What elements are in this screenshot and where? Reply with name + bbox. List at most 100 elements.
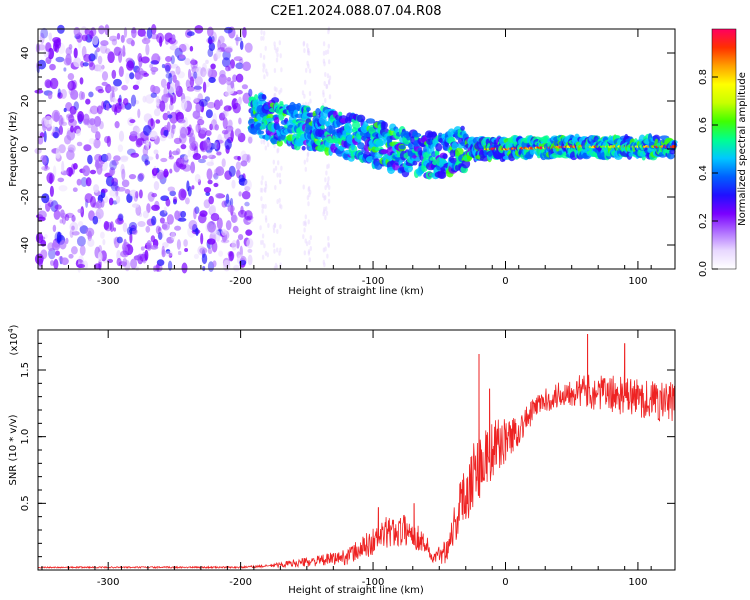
spectrogram-noise-blob [76,178,82,186]
spectrogram-noise-blob [218,35,225,44]
spectrogram-streak-blob [325,210,329,216]
spectrogram-noise-blob [111,177,119,187]
spectrogram-streak-blob [264,250,268,256]
spectrogram-x-tick-label: 0 [502,276,508,287]
spectrogram-ridge-blob [305,107,311,112]
spectrogram-noise-blob [69,221,79,232]
spectrogram-noise-blob [231,239,237,251]
spectrogram-noise-blob [88,109,93,114]
spectrogram-noise-blob [84,193,93,204]
spectrogram-noise-blob [72,163,78,170]
spectrogram-noise-blob [163,168,169,178]
spectrogram-streak-blob [322,247,326,253]
spectrogram-streak-blob [325,206,328,212]
spectrogram-noise-blob [184,57,191,66]
spectrogram-noise-blob [185,79,191,89]
spectrogram-noise-blob [166,236,174,244]
spectrogram-noise-blob [55,250,60,256]
spectrogram-noise-blob [96,105,103,115]
spectrogram-noise-blob [193,71,198,79]
spectrogram-noise-blob [129,130,138,137]
spectrogram-noise-blob [138,172,145,181]
spectrogram-noise-blob [158,232,163,240]
spectrogram-noise-blob [109,35,118,42]
spectrogram-noise-blob [136,127,141,133]
spectrogram-noise-blob [63,67,67,72]
spectrogram-ridge-blob [279,101,284,106]
spectrogram-noise-blob [140,56,150,64]
spectrogram-noise-blob [181,98,188,111]
spectrogram-noise-blob [155,95,160,107]
spectrogram-noise-blob [193,85,202,90]
spectrogram-noise-blob [221,129,229,135]
spectrogram-x-ticks: -300 -200 -100 0 100 [41,29,652,287]
spectrogram-noise-blob [174,109,181,117]
spectrogram-noise-blob [201,253,208,265]
spectrogram-noise-blob [237,209,247,218]
spectrogram-streak-blob [260,139,263,145]
spectrogram-noise-blob [221,200,228,208]
spectrogram-noise-blob [188,219,198,231]
spectrogram-noise-blob [200,233,204,245]
spectrogram-noise-blob [244,186,251,192]
snr-marks [37,333,676,570]
spectrogram-streak-blob [328,80,331,86]
spectrogram-noise-blob [225,111,229,117]
spectrogram-noise-blob [118,66,124,78]
spectrogram-noise-blob [43,166,48,172]
spectrogram-streak-blob [306,43,309,49]
spectrogram-noise-blob [120,34,125,43]
spectrogram-noise-blob [233,264,240,272]
spectrogram-noise-blob [64,213,70,222]
spectrogram-noise-blob [177,71,185,79]
spectrogram-noise-blob [116,249,121,261]
spectrogram-streak-blob [267,223,270,228]
spectrogram-streak-blob [326,49,330,55]
spectrogram-noise-blob [178,188,187,201]
spectrogram-noise-blob [169,95,174,106]
spectrogram-noise-blob [214,124,219,131]
spectrogram-noise-blob [128,173,137,180]
spectrogram-noise-blob [113,155,121,162]
spectrogram-ridge-blob [328,124,333,135]
spectrogram-noise-blob [193,207,197,220]
spectrogram-noise-blob [101,188,108,193]
spectrogram-streak-blob [303,159,306,165]
spectrogram-noise-blob [213,172,219,180]
spectrogram-noise-blob [168,103,174,111]
spectrogram-noise-blob [73,101,79,111]
spectrogram-y-label: Frequency (Hz) [8,111,19,187]
spectrogram-noise-blob [98,120,104,130]
figure-title: C2E1.2024.088.07.04.R08 [270,4,441,19]
spectrogram-noise-blob [237,155,241,161]
spectrogram-noise-blob [203,186,212,193]
spectrogram-noise-blob [85,177,92,187]
spectrogram-noise-blob [61,160,65,173]
spectrogram-noise-blob [58,125,64,135]
snr-series-line [37,333,676,570]
spectrogram-noise-blob [143,34,147,41]
spectrogram-noise-blob [48,32,53,42]
spectrogram-noise-blob [190,161,196,174]
spectrogram-noise-blob [159,100,166,112]
spectrogram-noise-blob [232,74,238,83]
spectrogram-noise-blob [132,84,139,90]
spectrogram-noise-blob [183,117,188,128]
spectrogram-noise-blob [83,53,91,63]
spectrogram-noise-blob [101,81,108,87]
spectrogram-noise-blob [149,130,158,141]
spectrogram-noise-blob [209,123,213,131]
spectrogram-noise-blob [77,111,85,123]
spectrogram-noise-blob [160,157,168,163]
spectrogram-noise-blob [118,213,124,222]
spectrogram-noise-blob [155,225,161,235]
spectrogram-noise-blob [208,77,216,83]
colorbar-ticks: 0.0 0.2 0.4 0.6 0.8 [698,69,718,277]
spectrogram-noise-blob [130,94,137,107]
spectrogram-noise-blob [129,232,133,244]
spectrogram-noise-blob [68,118,77,127]
spectrogram-noise-blob [224,26,233,34]
spectrogram-noise-blob [234,128,242,137]
spectrogram-noise-blob [128,221,138,232]
spectrogram-noise-blob [103,220,110,230]
